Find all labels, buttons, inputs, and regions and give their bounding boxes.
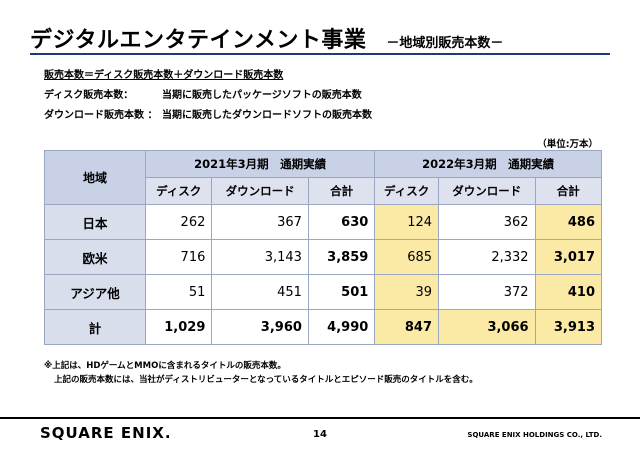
cell-total-2021: 630 — [307, 204, 376, 240]
definition-disc: ディスク販売本数： 当期に販売したパッケージソフトの販売本数 — [44, 86, 372, 106]
table-header-row-2: ディスク ダウンロード 合計 ディスク ダウンロード 合計 — [45, 177, 603, 205]
cell-disc-2022: 847 — [374, 309, 440, 345]
col-download-2021: ダウンロード — [211, 177, 309, 205]
cell-download-2022: 2,332 — [438, 239, 536, 275]
region-cell: アジア他 — [44, 274, 146, 310]
table-row-japan: 日本 262 367 630 124 362 486 — [44, 204, 603, 240]
sales-table: 地域 2021年3月期 通期実績 2022年3月期 通期実績 ディスク ダウンロ… — [44, 150, 603, 345]
footnotes: ※上記は、HDゲームとMMOに含まれるタイトルの販売本数。 上記の販売本数には、… — [44, 359, 478, 387]
title-row: デジタルエンタテインメント事業 －地域別販売本数－ — [30, 22, 503, 54]
table-row-total: 計 1,029 3,960 4,990 847 3,066 3,913 — [44, 309, 603, 345]
cell-download-2022: 3,066 — [438, 309, 536, 345]
cell-download-2022: 362 — [438, 204, 536, 240]
company-name: SQUARE ENIX HOLDINGS CO., LTD. — [467, 431, 602, 439]
page-subtitle: －地域別販売本数－ — [386, 36, 504, 51]
col-total-2022: 合計 — [534, 177, 603, 205]
cell-download-2021: 3,143 — [211, 239, 309, 275]
cell-total-2022: 410 — [534, 274, 603, 310]
definition-disc-text: 当期に販売したパッケージソフトの販売本数 — [162, 90, 362, 101]
cell-download-2022: 372 — [438, 274, 536, 310]
col-disc-2022: ディスク — [374, 177, 440, 205]
cell-download-2021: 3,960 — [211, 309, 309, 345]
col-download-2022: ダウンロード — [438, 177, 536, 205]
cell-disc-2021: 716 — [144, 239, 213, 275]
footer-divider — [0, 417, 640, 419]
cell-download-2021: 451 — [211, 274, 309, 310]
cell-total-2022: 3,017 — [534, 239, 603, 275]
region-cell: 計 — [44, 309, 146, 345]
definition-total: 販売本数＝ディスク販売本数＋ダウンロード販売本数 — [44, 70, 284, 81]
cell-disc-2021: 51 — [144, 274, 213, 310]
cell-total-2021: 4,990 — [307, 309, 376, 345]
company-logo: SQUARE ENIX. — [40, 424, 172, 442]
page-title: デジタルエンタテインメント事業 — [30, 28, 367, 53]
footnote-1: ※上記は、HDゲームとMMOに含まれるタイトルの販売本数。 — [44, 361, 286, 371]
cell-total-2022: 486 — [534, 204, 603, 240]
cell-disc-2022: 124 — [374, 204, 440, 240]
definition-disc-label: ディスク販売本数： — [44, 90, 134, 101]
region-cell: 日本 — [44, 204, 146, 240]
cell-disc-2022: 685 — [374, 239, 440, 275]
cell-download-2021: 367 — [211, 204, 309, 240]
table-row-west: 欧米 716 3,143 3,859 685 2,332 3,017 — [44, 239, 603, 275]
cell-total-2021: 501 — [307, 274, 376, 310]
col-total-2021: 合計 — [307, 177, 376, 205]
period-2021-header: 2021年3月期 通期実績 — [144, 150, 376, 178]
definitions: 販売本数＝ディスク販売本数＋ダウンロード販売本数 ディスク販売本数： 当期に販売… — [44, 66, 372, 126]
cell-total-2021: 3,859 — [307, 239, 376, 275]
table-row-asia: アジア他 51 451 501 39 372 410 — [44, 274, 603, 310]
title-divider — [30, 53, 610, 55]
definition-download-text: 当期に販売したダウンロードソフトの販売本数 — [162, 110, 372, 121]
footnote-2: 上記の販売本数には、当社がディストリビューターとなっているタイトルとエピソード販… — [54, 375, 478, 385]
definition-download-label: ダウンロード販売本数 ： — [44, 110, 158, 121]
region-cell: 欧米 — [44, 239, 146, 275]
table-header-row-1: 地域 2021年3月期 通期実績 2022年3月期 通期実績 — [44, 150, 602, 205]
col-disc-2021: ディスク — [144, 177, 213, 205]
page-number: 14 — [313, 429, 327, 440]
definition-download: ダウンロード販売本数 ： 当期に販売したダウンロードソフトの販売本数 — [44, 106, 372, 126]
unit-label: （単位:万本） — [537, 139, 598, 150]
region-header: 地域 — [44, 150, 146, 205]
cell-total-2022: 3,913 — [534, 309, 603, 345]
period-2022-header: 2022年3月期 通期実績 — [374, 150, 602, 178]
cell-disc-2021: 1,029 — [144, 309, 213, 345]
cell-disc-2022: 39 — [374, 274, 440, 310]
cell-disc-2021: 262 — [144, 204, 213, 240]
